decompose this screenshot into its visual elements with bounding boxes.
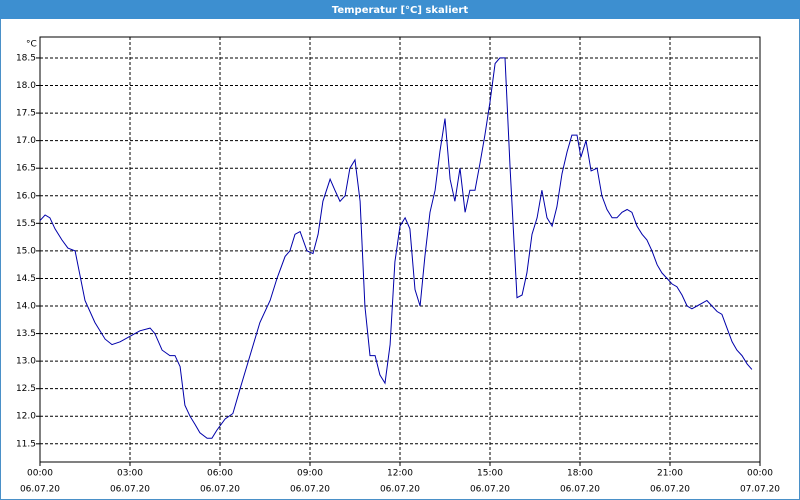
y-tick-label: 11.5 — [16, 439, 36, 449]
y-tick-label: 16.0 — [16, 191, 36, 201]
y-tick-label: 15.0 — [16, 246, 36, 256]
x-tick-label: 00:00 — [27, 469, 53, 479]
x-tick-label: 18:00 — [567, 469, 593, 479]
y-tick-label: 17.0 — [16, 136, 36, 146]
x-tick-label: 06:00 — [207, 469, 233, 479]
x-tick-date: 06.07.20 — [290, 485, 330, 495]
y-tick-label: 13.5 — [16, 329, 36, 339]
y-tick-label: 13.0 — [16, 357, 36, 367]
y-tick-label: 17.5 — [16, 109, 36, 119]
y-tick-label: 12.0 — [16, 412, 36, 422]
y-tick-label: 15.5 — [16, 219, 36, 229]
y-tick-label: 18.0 — [16, 81, 36, 91]
x-tick-date: 06.07.20 — [650, 485, 690, 495]
x-tick-date: 06.07.20 — [110, 485, 150, 495]
y-tick-label: 16.5 — [16, 164, 36, 174]
x-tick-date: 06.07.20 — [200, 485, 240, 495]
title-bar — [0, 0, 800, 19]
y-tick-label: 14.0 — [16, 302, 36, 312]
x-tick-label: 03:00 — [117, 469, 143, 479]
x-tick-label: 09:00 — [297, 469, 323, 479]
y-tick-label: 14.5 — [16, 274, 36, 284]
x-tick-date: 06.07.20 — [470, 485, 510, 495]
x-tick-label: 21:00 — [657, 469, 683, 479]
x-tick-date: 06.07.20 — [380, 485, 420, 495]
x-tick-label: 15:00 — [477, 469, 503, 479]
x-tick-date: 06.07.20 — [560, 485, 600, 495]
x-tick-date: 06.07.20 — [20, 485, 60, 495]
data-line — [39, 57, 753, 439]
x-tick-label: 12:00 — [387, 469, 413, 479]
y-unit: °C — [26, 40, 37, 50]
y-tick-label: 12.5 — [16, 384, 36, 394]
x-tick-label: 00:00 — [747, 469, 773, 479]
x-tick-date: 07.07.20 — [740, 485, 780, 495]
y-tick-label: 18.5 — [16, 53, 36, 63]
chart-title: Temperatur [°C] skaliert — [332, 5, 469, 16]
